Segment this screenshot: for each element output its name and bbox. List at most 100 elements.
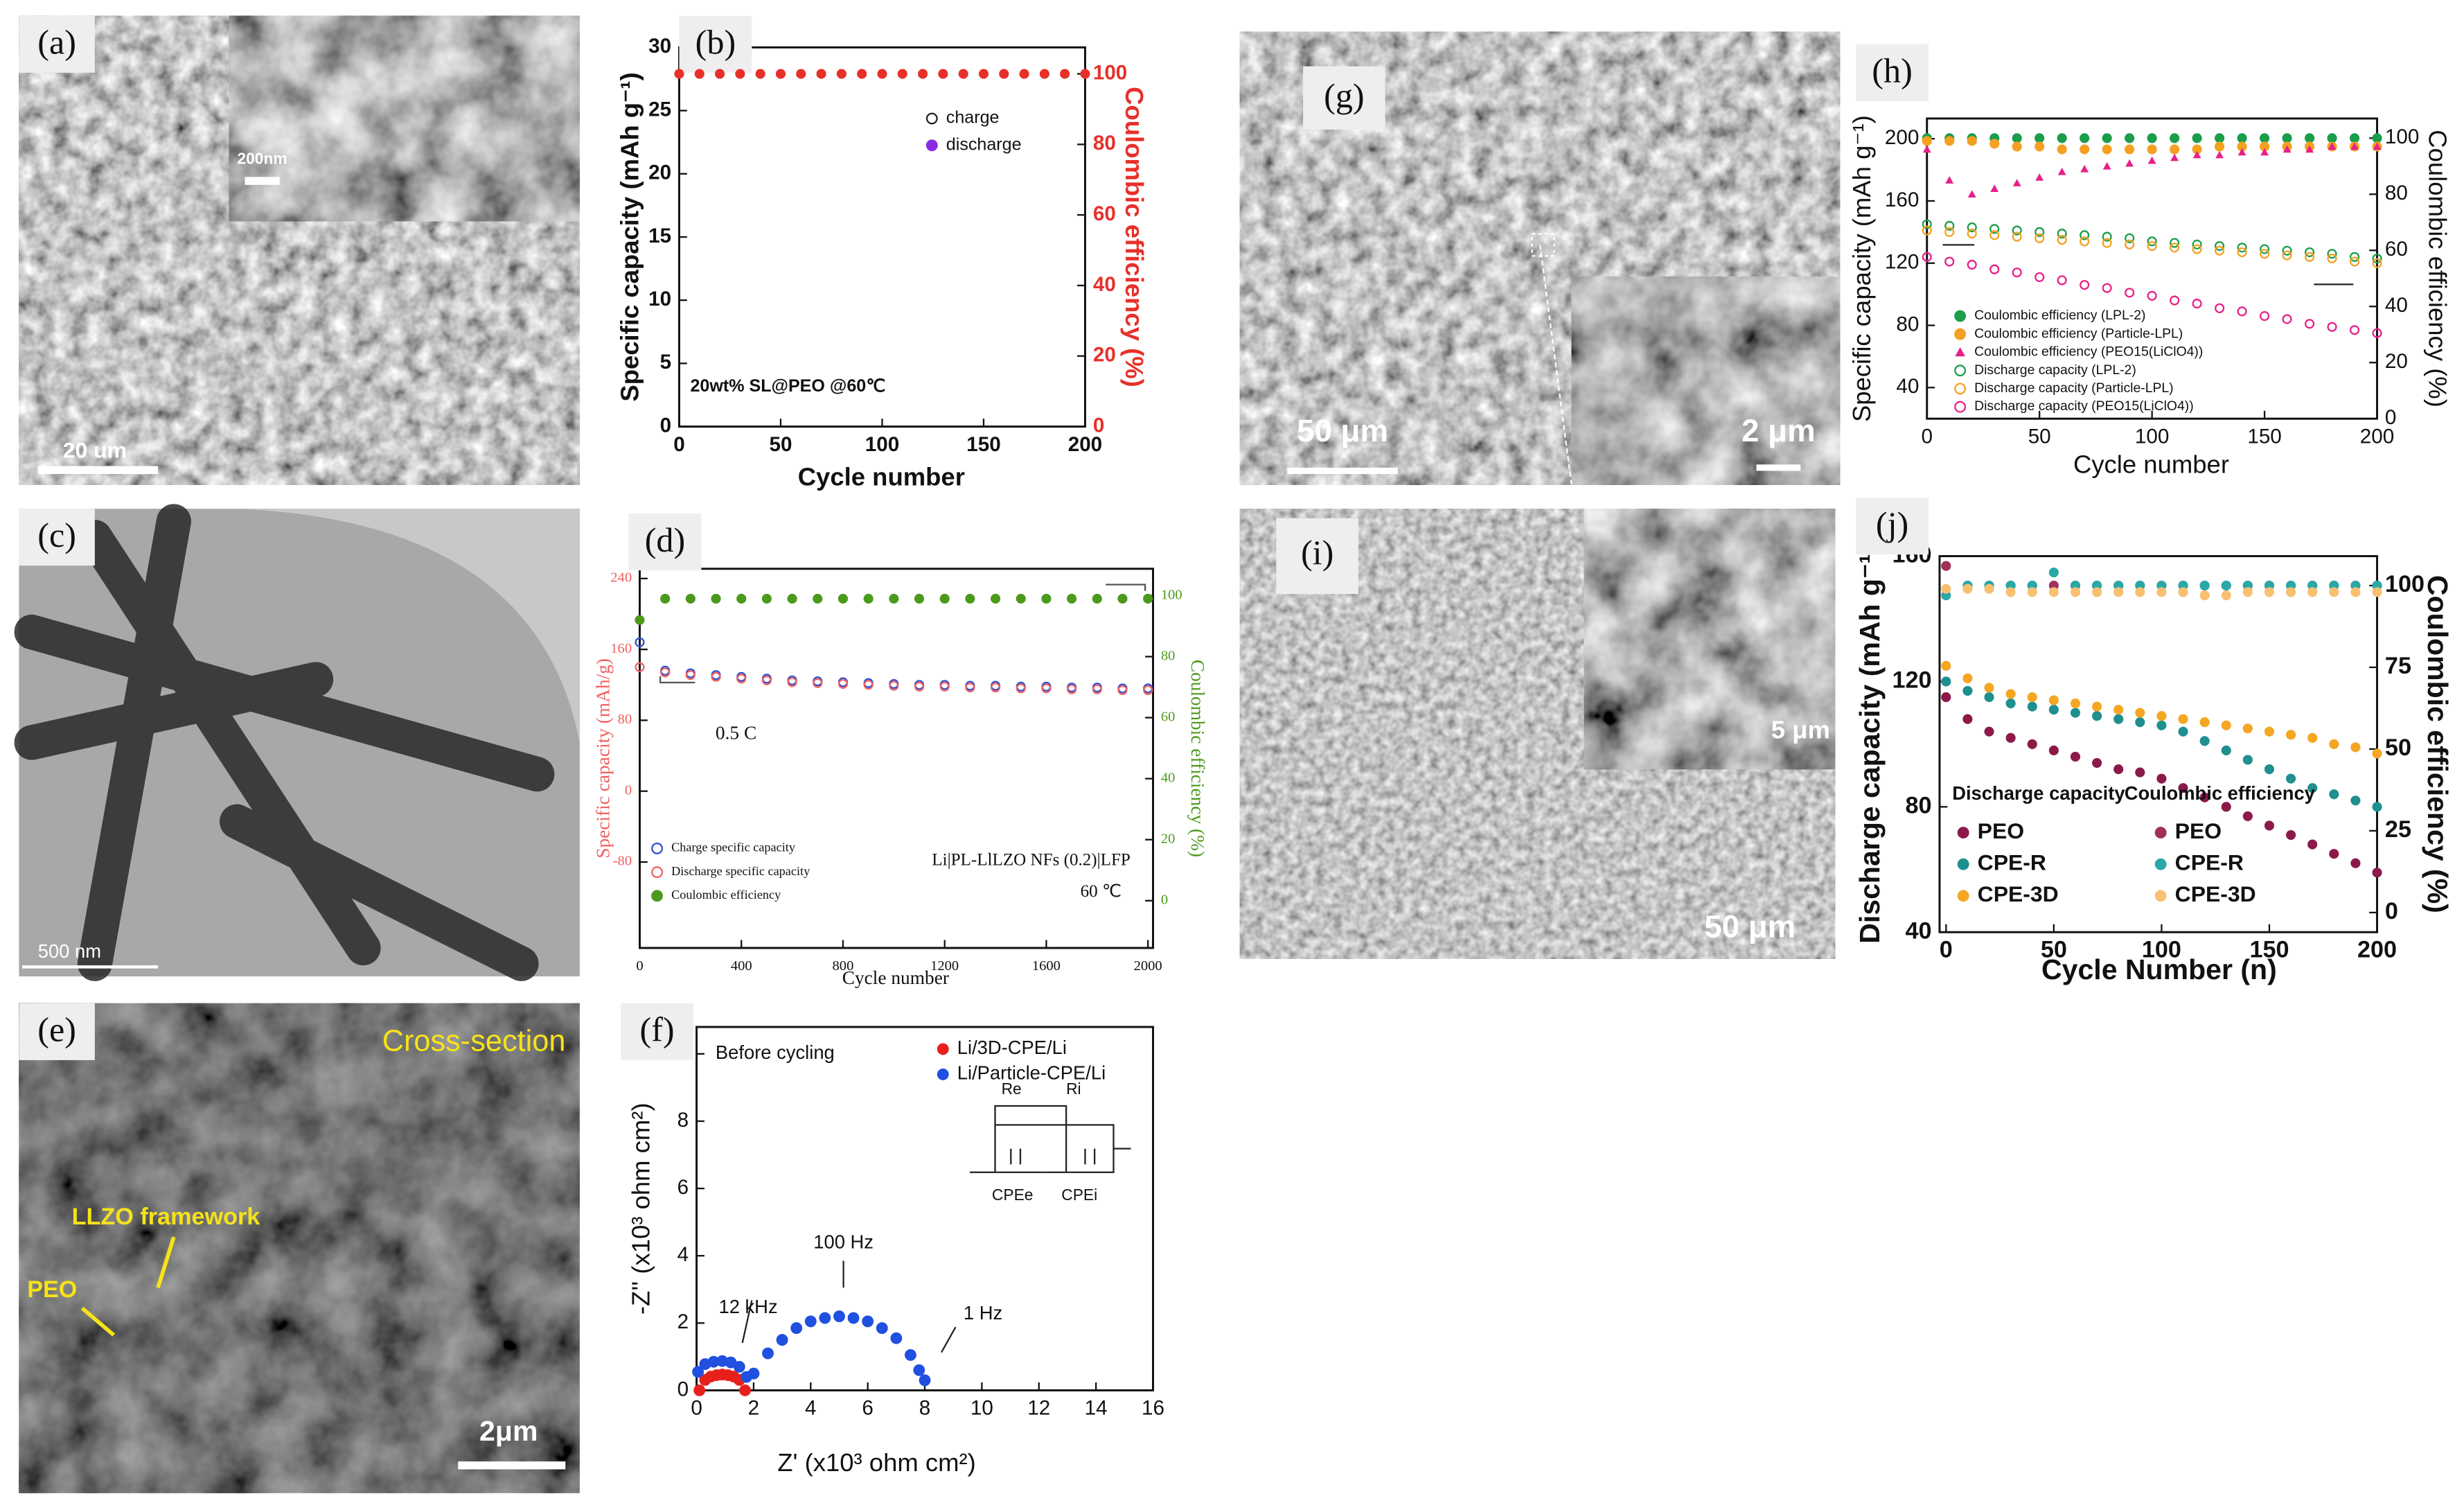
data-point bbox=[2125, 239, 2135, 249]
data-point bbox=[2125, 288, 2135, 298]
data-point bbox=[1967, 259, 1977, 270]
data-point bbox=[685, 593, 695, 604]
data-point bbox=[837, 678, 849, 689]
data-point bbox=[2035, 133, 2045, 143]
data-point bbox=[917, 69, 928, 79]
y-tick-label: 0 bbox=[677, 1378, 689, 1400]
legend-label: Li/Particle-CPE/Li bbox=[957, 1062, 1106, 1084]
data-point bbox=[2349, 133, 2360, 143]
x-axis-label: Cycle number bbox=[842, 967, 949, 988]
data-point bbox=[836, 69, 847, 79]
y2-tick-label: 25 bbox=[2385, 816, 2411, 843]
legend-marker bbox=[1954, 364, 1967, 377]
legend-label: discharge bbox=[946, 134, 1022, 154]
data-point bbox=[2057, 133, 2067, 143]
data-point bbox=[2080, 236, 2090, 247]
legend-marker bbox=[1955, 347, 1965, 357]
data-point bbox=[813, 593, 823, 604]
data-point bbox=[1922, 252, 1932, 262]
data-point bbox=[2372, 133, 2382, 143]
y-tick-label: 40 bbox=[1906, 917, 1932, 944]
y-tick-label: 120 bbox=[1885, 251, 1919, 274]
data-point bbox=[2102, 283, 2112, 293]
legend-marker bbox=[937, 1043, 949, 1055]
y-tick-label: -80 bbox=[613, 854, 632, 869]
y-tick-label: 160 bbox=[1885, 188, 1919, 211]
y-tick-label: 2 bbox=[677, 1310, 689, 1333]
data-point bbox=[2156, 711, 2167, 721]
data-point bbox=[2080, 164, 2089, 173]
data-point bbox=[2035, 227, 2045, 237]
data-point bbox=[1962, 685, 1973, 696]
data-point bbox=[2170, 133, 2180, 143]
y2-tick-label: 0 bbox=[2385, 898, 2398, 924]
data-point bbox=[2102, 161, 2111, 170]
data-point bbox=[2027, 692, 2037, 703]
y2-tick-label: 80 bbox=[1093, 132, 1116, 155]
x-tick-label: 150 bbox=[966, 433, 1000, 456]
scale-label: 500 nm bbox=[38, 940, 101, 962]
data-point bbox=[1922, 219, 1932, 229]
data-point bbox=[2080, 133, 2090, 143]
scale-bar bbox=[37, 466, 159, 475]
scale-label: 2μm bbox=[479, 1415, 538, 1447]
data-point bbox=[2372, 253, 2382, 264]
data-point bbox=[2080, 144, 2090, 155]
data-point bbox=[2264, 820, 2275, 831]
data-point bbox=[816, 69, 826, 79]
data-point bbox=[2178, 783, 2188, 793]
data-point bbox=[2307, 783, 2318, 793]
data-point bbox=[1944, 220, 1955, 231]
data-point bbox=[2237, 247, 2247, 258]
legend-label: Coulombic efficiency (Particle-LPL) bbox=[1974, 326, 2183, 341]
data-point bbox=[2372, 328, 2382, 338]
data-point bbox=[1922, 136, 1932, 146]
data-point bbox=[2282, 250, 2292, 261]
data-point bbox=[939, 681, 950, 692]
data-point bbox=[1962, 714, 1973, 724]
data-point bbox=[913, 1364, 925, 1376]
data-point bbox=[775, 69, 786, 79]
data-point bbox=[2350, 795, 2361, 806]
data-point bbox=[2282, 133, 2292, 143]
data-point bbox=[2057, 167, 2066, 175]
data-point bbox=[2372, 258, 2382, 268]
y-tick-label: 120 bbox=[1893, 667, 1932, 693]
sem-image-g: (g) 50 μm 2 μm bbox=[1239, 31, 1841, 486]
legend-marker bbox=[651, 866, 664, 879]
data-point bbox=[1067, 684, 1077, 694]
data-point bbox=[2135, 707, 2145, 718]
y2-tick-label: 20 bbox=[1161, 831, 1176, 846]
data-point bbox=[2012, 231, 2022, 242]
data-point bbox=[2215, 150, 2224, 159]
data-point bbox=[1080, 69, 1090, 79]
data-point bbox=[2282, 314, 2292, 324]
data-point bbox=[2102, 231, 2112, 242]
data-point bbox=[2170, 238, 2180, 248]
data-point bbox=[2057, 144, 2067, 155]
data-point bbox=[905, 1349, 916, 1361]
data-point bbox=[2329, 789, 2339, 800]
data-point bbox=[1944, 227, 1955, 237]
data-point bbox=[1060, 69, 1070, 79]
data-point bbox=[739, 1384, 752, 1396]
data-point bbox=[2329, 849, 2339, 859]
x-tick-label: 1600 bbox=[1032, 958, 1061, 974]
data-point bbox=[2113, 587, 2124, 597]
legend-label: charge bbox=[946, 108, 1000, 128]
annotation: 1 Hz bbox=[964, 1302, 1002, 1324]
data-point bbox=[1067, 593, 1077, 604]
data-point bbox=[914, 681, 925, 692]
data-point bbox=[2349, 325, 2360, 335]
scale-bar bbox=[1287, 467, 1398, 475]
annotation: Li|PL-LlLZO NFs (0.2)|LFP bbox=[932, 850, 1131, 869]
data-point bbox=[978, 69, 989, 79]
decorations bbox=[659, 244, 2354, 1353]
legend-title: Coulombic efficiency bbox=[2125, 782, 2316, 804]
data-point bbox=[2350, 858, 2361, 868]
panel-label-box bbox=[1303, 66, 1385, 130]
data-point bbox=[2350, 587, 2361, 597]
legend-marker bbox=[1954, 383, 1967, 395]
data-point bbox=[761, 675, 772, 685]
data-point bbox=[2327, 249, 2337, 259]
